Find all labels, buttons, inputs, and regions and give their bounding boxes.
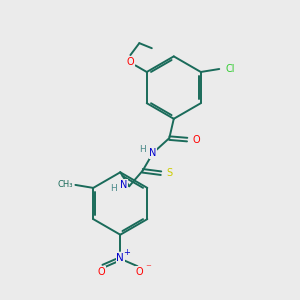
Text: O: O bbox=[98, 267, 105, 277]
Text: ⁻: ⁻ bbox=[145, 264, 151, 274]
Text: +: + bbox=[123, 248, 130, 257]
Text: H: H bbox=[139, 145, 146, 154]
Text: O: O bbox=[192, 135, 200, 145]
Text: O: O bbox=[127, 57, 134, 67]
Text: CH₃: CH₃ bbox=[57, 180, 73, 189]
Text: N: N bbox=[120, 180, 128, 190]
Text: N: N bbox=[116, 253, 124, 263]
Text: S: S bbox=[167, 168, 173, 178]
Text: H: H bbox=[110, 184, 117, 193]
Text: N: N bbox=[149, 148, 157, 158]
Text: Cl: Cl bbox=[226, 64, 235, 74]
Text: O: O bbox=[135, 267, 143, 277]
